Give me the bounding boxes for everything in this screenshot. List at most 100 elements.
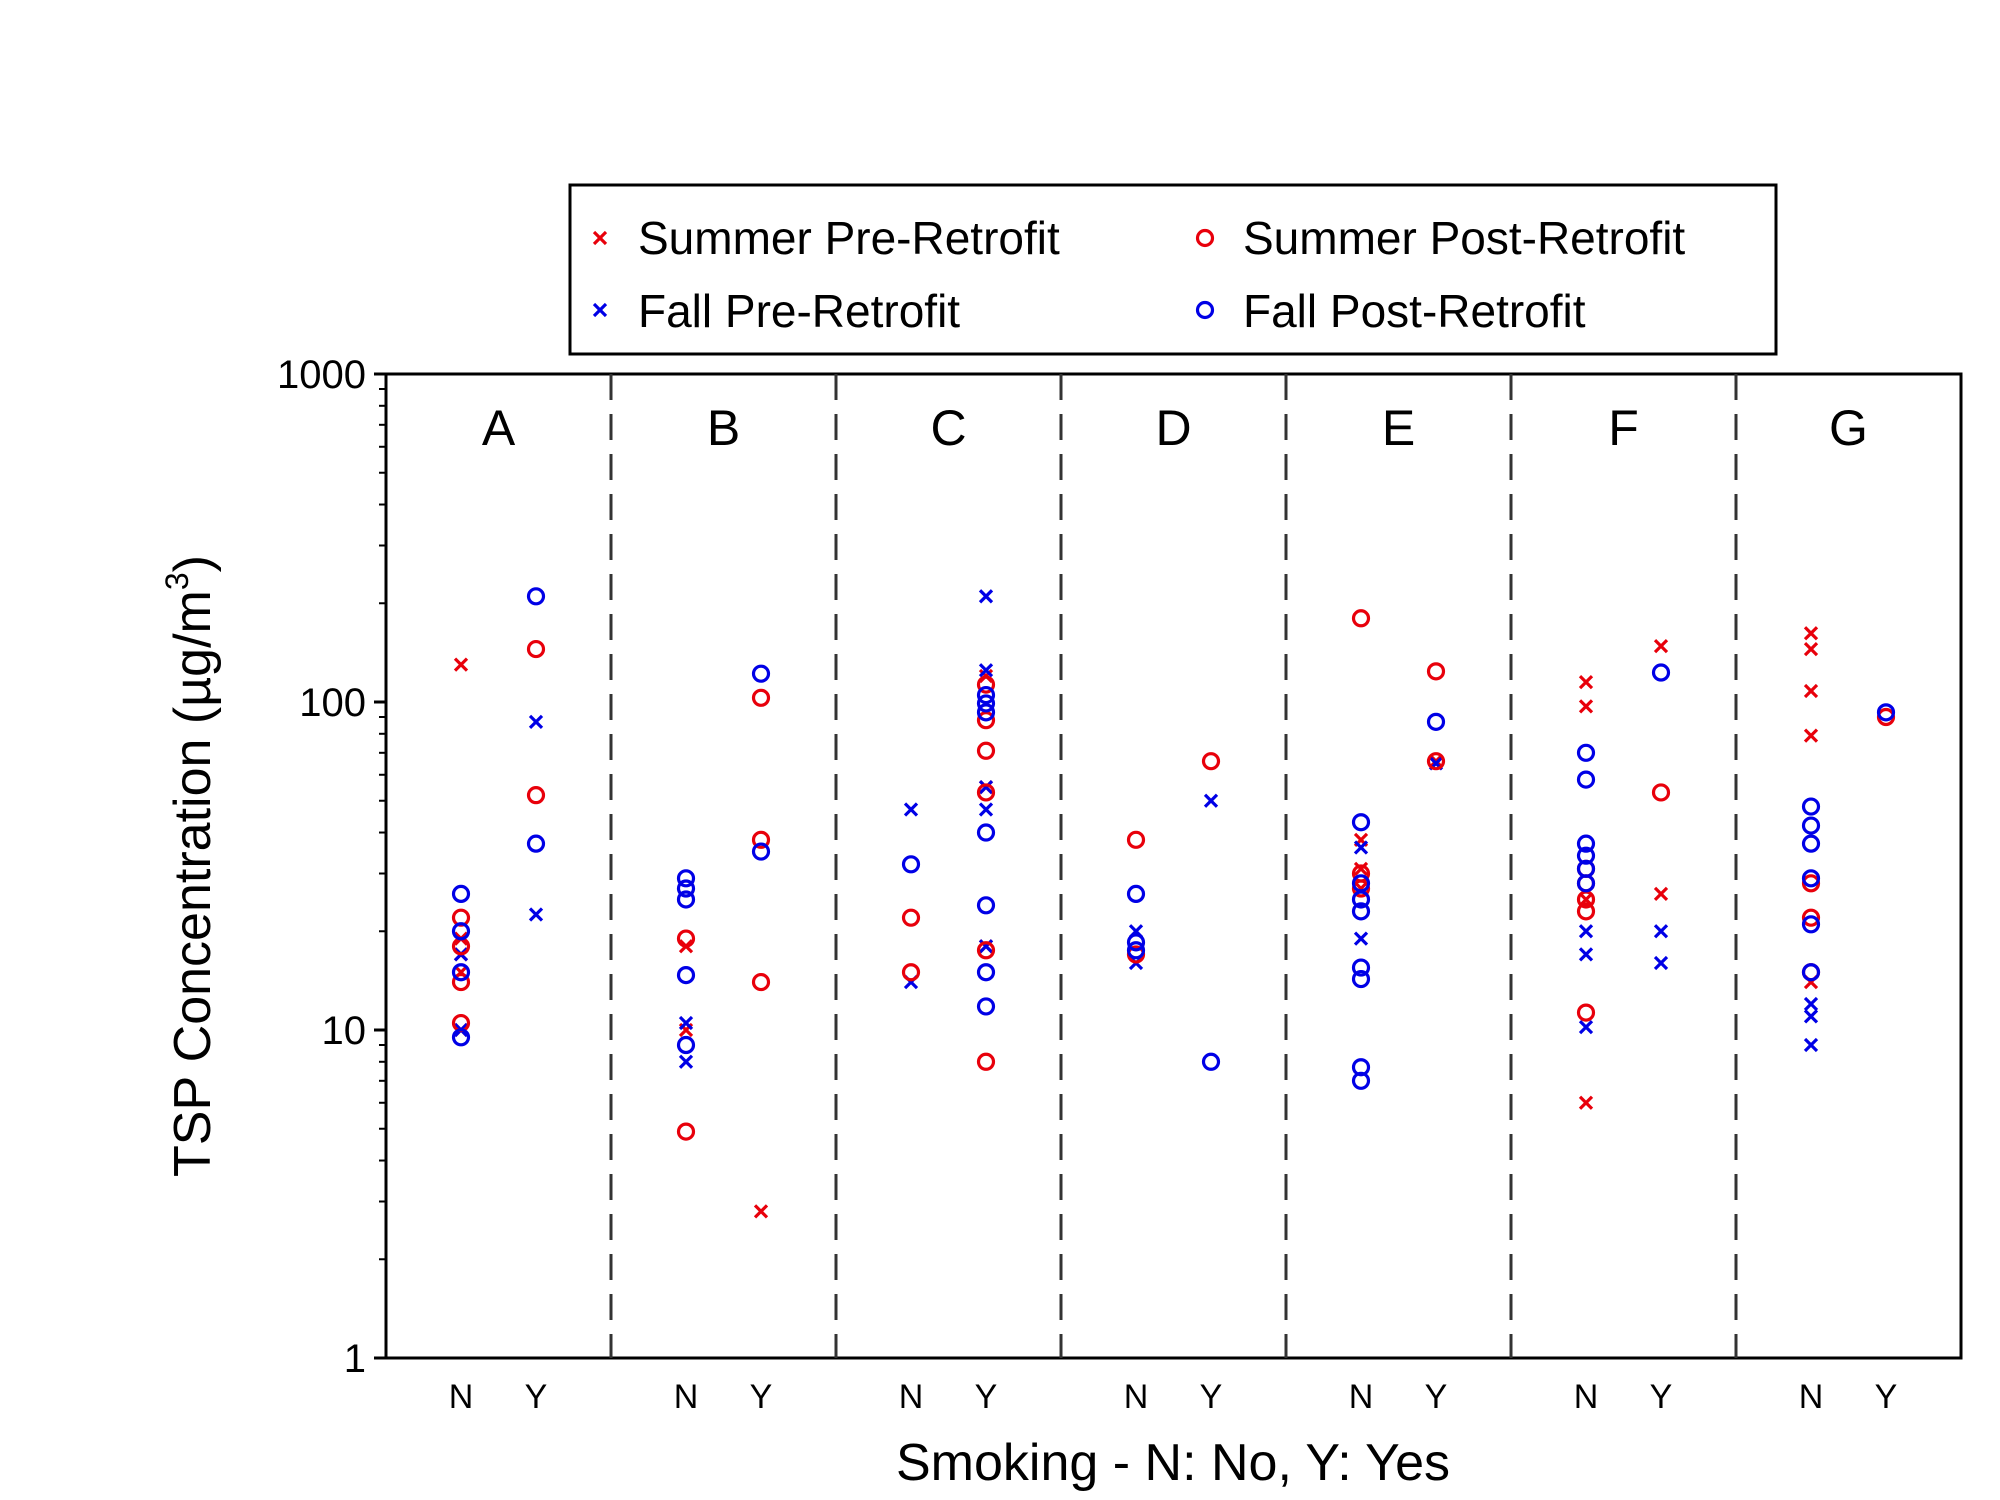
x-stroke xyxy=(1353,861,1369,876)
x-stroke xyxy=(1578,699,1594,714)
x-tick-label-g-n: N xyxy=(1799,1378,1824,1416)
data-point xyxy=(751,972,771,992)
data-point xyxy=(1126,830,1146,849)
data-point xyxy=(676,890,696,909)
x-stroke xyxy=(1653,886,1669,902)
group-label-c: C xyxy=(930,400,966,456)
x-stroke xyxy=(1653,639,1669,654)
y-axis-title-close: ) xyxy=(164,555,222,572)
x-tick-label-c-y: Y xyxy=(975,1378,998,1416)
x-stroke xyxy=(1353,931,1369,946)
legend-label-fall-pre: Fall Pre-Retrofit xyxy=(638,285,960,337)
data-point xyxy=(1576,770,1596,789)
group-label-a: A xyxy=(482,400,516,456)
data-point xyxy=(1803,1009,1819,1024)
x-stroke xyxy=(1803,626,1819,641)
data-point xyxy=(1203,793,1219,808)
data-point xyxy=(976,896,996,915)
data-point xyxy=(751,842,771,861)
data-point xyxy=(528,714,544,729)
data-point xyxy=(676,929,696,948)
data-point xyxy=(753,1204,769,1219)
x-stroke xyxy=(1578,1020,1594,1035)
data-point xyxy=(1351,958,1371,977)
data-point xyxy=(1803,641,1819,657)
data-point xyxy=(526,834,546,853)
x-stroke xyxy=(453,657,469,672)
legend-marker-0 xyxy=(592,230,608,246)
data-point xyxy=(451,937,471,956)
y-tick-label: 10 xyxy=(322,1009,367,1053)
data-point xyxy=(1803,1037,1819,1053)
data-point xyxy=(451,963,471,982)
data-point xyxy=(1126,884,1146,903)
x-tick-label-d-n: N xyxy=(1124,1378,1149,1416)
x-stroke xyxy=(1353,840,1369,855)
data-point xyxy=(1353,931,1369,946)
y-axis: 1 10 100 1000 xyxy=(277,353,386,1381)
x-stroke xyxy=(1578,1095,1594,1110)
data-point xyxy=(1351,902,1371,921)
series-summer-pre-retrofit xyxy=(453,626,1819,1219)
data-point xyxy=(976,783,996,802)
x-stroke xyxy=(978,780,994,795)
x-stroke xyxy=(678,1015,694,1031)
data-point xyxy=(528,907,544,922)
data-point xyxy=(1651,663,1671,682)
x-axis-title: Smoking - N: No, Y: Yes xyxy=(896,1434,1450,1492)
data-point xyxy=(453,657,469,672)
data-point xyxy=(901,963,921,982)
data-point xyxy=(751,664,771,683)
data-points xyxy=(451,587,1896,1219)
x-stroke xyxy=(528,714,544,729)
data-point xyxy=(901,855,921,874)
data-point xyxy=(1876,703,1896,722)
data-point xyxy=(976,675,996,694)
data-point xyxy=(1576,1003,1596,1022)
plot-area xyxy=(384,372,1963,1360)
x-tick-label-f-y: Y xyxy=(1650,1378,1673,1416)
x-stroke xyxy=(592,302,608,318)
data-point xyxy=(1801,834,1821,853)
data-point xyxy=(903,802,919,817)
data-point xyxy=(1353,861,1369,876)
legend-marker-3 xyxy=(1195,300,1215,320)
data-point xyxy=(976,711,996,730)
data-point xyxy=(676,1035,696,1055)
data-point xyxy=(1653,886,1669,902)
group-label-d: D xyxy=(1155,400,1191,456)
data-point xyxy=(1576,834,1596,853)
legend-label-summer-pre: Summer Pre-Retrofit xyxy=(638,212,1060,264)
x-stroke xyxy=(1803,1037,1819,1053)
data-point xyxy=(1801,869,1821,888)
data-point xyxy=(1201,1052,1221,1071)
y-tick-label: 1 xyxy=(344,1337,366,1381)
x-stroke xyxy=(1653,955,1669,971)
data-point xyxy=(976,963,996,982)
group-dividers xyxy=(609,374,1738,1358)
data-point xyxy=(976,685,996,705)
data-point xyxy=(978,663,994,678)
x-tick-label-a-y: Y xyxy=(525,1378,548,1416)
data-point xyxy=(751,830,771,849)
data-point xyxy=(526,639,546,659)
x-stroke xyxy=(978,663,994,678)
y-axis-title-main: TSP Concentration (µg/m xyxy=(164,590,222,1177)
x-tick-label-g-y: Y xyxy=(1875,1378,1898,1416)
data-point xyxy=(1653,924,1669,939)
data-point xyxy=(676,1122,696,1141)
data-point xyxy=(751,688,771,707)
data-point xyxy=(1576,902,1596,921)
data-point xyxy=(1351,813,1371,832)
data-point xyxy=(451,922,471,941)
data-point xyxy=(978,780,994,795)
data-point xyxy=(1578,947,1594,962)
legend-marker-2 xyxy=(1195,228,1215,248)
legend-label-fall-post: Fall Post-Retrofit xyxy=(1243,285,1586,337)
data-point xyxy=(976,741,996,760)
x-stroke xyxy=(1578,674,1594,690)
data-point xyxy=(1126,933,1146,952)
x-stroke xyxy=(1578,924,1594,939)
x-stroke xyxy=(1203,793,1219,808)
data-point xyxy=(1578,674,1594,690)
